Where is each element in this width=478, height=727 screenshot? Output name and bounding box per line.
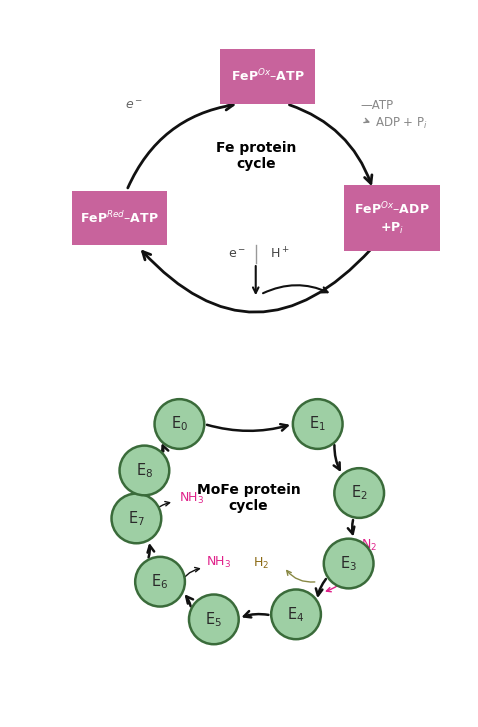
Ellipse shape <box>111 494 161 543</box>
Text: NH$_3$: NH$_3$ <box>179 491 204 505</box>
Text: e$^-$: e$^-$ <box>228 248 246 261</box>
Text: ADP + P$_i$: ADP + P$_i$ <box>375 116 428 131</box>
Text: FeP$^{Red}$–ATP: FeP$^{Red}$–ATP <box>80 210 159 226</box>
Text: E$_3$: E$_3$ <box>340 554 357 573</box>
Ellipse shape <box>135 557 185 606</box>
Text: N$_2$: N$_2$ <box>360 538 377 553</box>
Ellipse shape <box>293 399 343 449</box>
Text: E$_1$: E$_1$ <box>309 414 326 433</box>
Text: H$^+$: H$^+$ <box>270 246 290 262</box>
Text: NH$_3$: NH$_3$ <box>206 555 231 569</box>
Text: E$_4$: E$_4$ <box>287 605 304 624</box>
FancyBboxPatch shape <box>220 49 315 103</box>
Text: FeP$^{Ox}$–ATP: FeP$^{Ox}$–ATP <box>231 68 304 84</box>
Ellipse shape <box>324 539 373 588</box>
Text: MoFe protein
cycle: MoFe protein cycle <box>196 483 301 513</box>
Text: Fe protein
cycle: Fe protein cycle <box>216 141 296 172</box>
Text: E$_2$: E$_2$ <box>351 483 368 502</box>
Text: E$_7$: E$_7$ <box>128 509 145 528</box>
Text: FeP$^{Ox}$–ADP
+P$_i$: FeP$^{Ox}$–ADP +P$_i$ <box>354 201 430 236</box>
Ellipse shape <box>271 590 321 639</box>
Text: —ATP: —ATP <box>361 99 394 112</box>
Text: E$_5$: E$_5$ <box>206 610 222 629</box>
Text: E$_0$: E$_0$ <box>171 414 188 433</box>
Ellipse shape <box>189 595 239 644</box>
Text: H$_2$: H$_2$ <box>253 556 269 571</box>
Text: e$^-$: e$^-$ <box>125 99 143 112</box>
Text: E$_8$: E$_8$ <box>136 461 153 480</box>
FancyBboxPatch shape <box>344 185 440 251</box>
Ellipse shape <box>334 468 384 518</box>
Ellipse shape <box>120 446 169 495</box>
FancyBboxPatch shape <box>72 191 167 246</box>
Text: E$_6$: E$_6$ <box>152 572 169 591</box>
Ellipse shape <box>154 399 204 449</box>
